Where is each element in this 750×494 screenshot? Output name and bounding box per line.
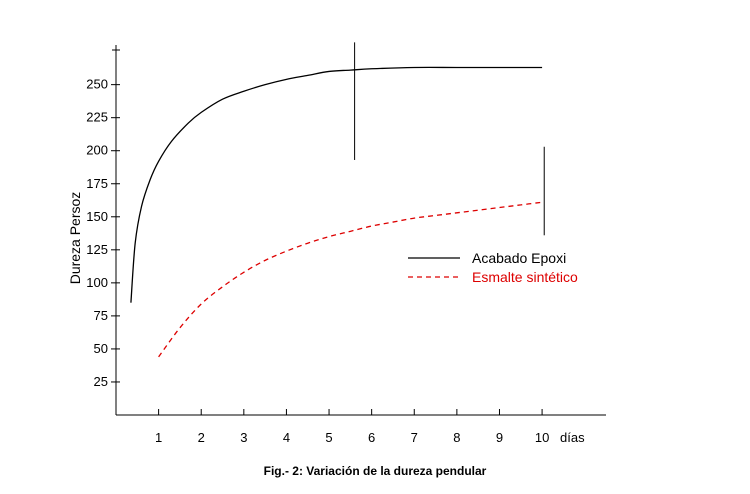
y-tick-label: 150 xyxy=(86,209,108,224)
y-tick-label: 75 xyxy=(94,308,108,323)
x-tick-label: 9 xyxy=(496,430,503,445)
y-tick-label: 125 xyxy=(86,242,108,257)
legend: Acabado Epoxi Esmalte sintético xyxy=(408,250,578,285)
ticks: 25 50 75 100 125 150 175 200 225 250 1 2 3 4 5 6 7 8 9 10 xyxy=(86,77,549,445)
y-axis-title: Dureza Persoz xyxy=(67,192,83,285)
series-line-1 xyxy=(130,66,543,303)
x-tick-label: 3 xyxy=(240,430,247,445)
error-bars xyxy=(354,42,545,236)
y-tick-label: 200 xyxy=(86,143,108,158)
y-tick-label: 100 xyxy=(86,275,108,290)
axes xyxy=(112,45,606,416)
x-tick-label: 6 xyxy=(368,430,375,445)
series-lines xyxy=(130,66,543,358)
legend-label-1: Acabado Epoxi xyxy=(472,250,566,266)
x-tick-label: 4 xyxy=(283,430,290,445)
x-tick-label: 5 xyxy=(325,430,332,445)
x-tick-label: 10 xyxy=(535,430,549,445)
y-tick-label: 250 xyxy=(86,77,108,92)
x-axis-unit: días xyxy=(560,430,585,445)
figure-caption: Fig.- 2: Variación de la dureza pendular xyxy=(263,464,487,478)
y-tick-label: 50 xyxy=(94,341,108,356)
x-tick-label: 2 xyxy=(198,430,205,445)
series-line-2 xyxy=(158,201,543,358)
y-tick-label: 175 xyxy=(86,176,108,191)
y-tick-label: 225 xyxy=(86,110,108,125)
x-tick-label: 8 xyxy=(453,430,460,445)
y-tick-label: 25 xyxy=(94,374,108,389)
x-tick-label: 1 xyxy=(155,430,162,445)
legend-label-2: Esmalte sintético xyxy=(472,269,578,285)
x-tick-label: 7 xyxy=(411,430,418,445)
